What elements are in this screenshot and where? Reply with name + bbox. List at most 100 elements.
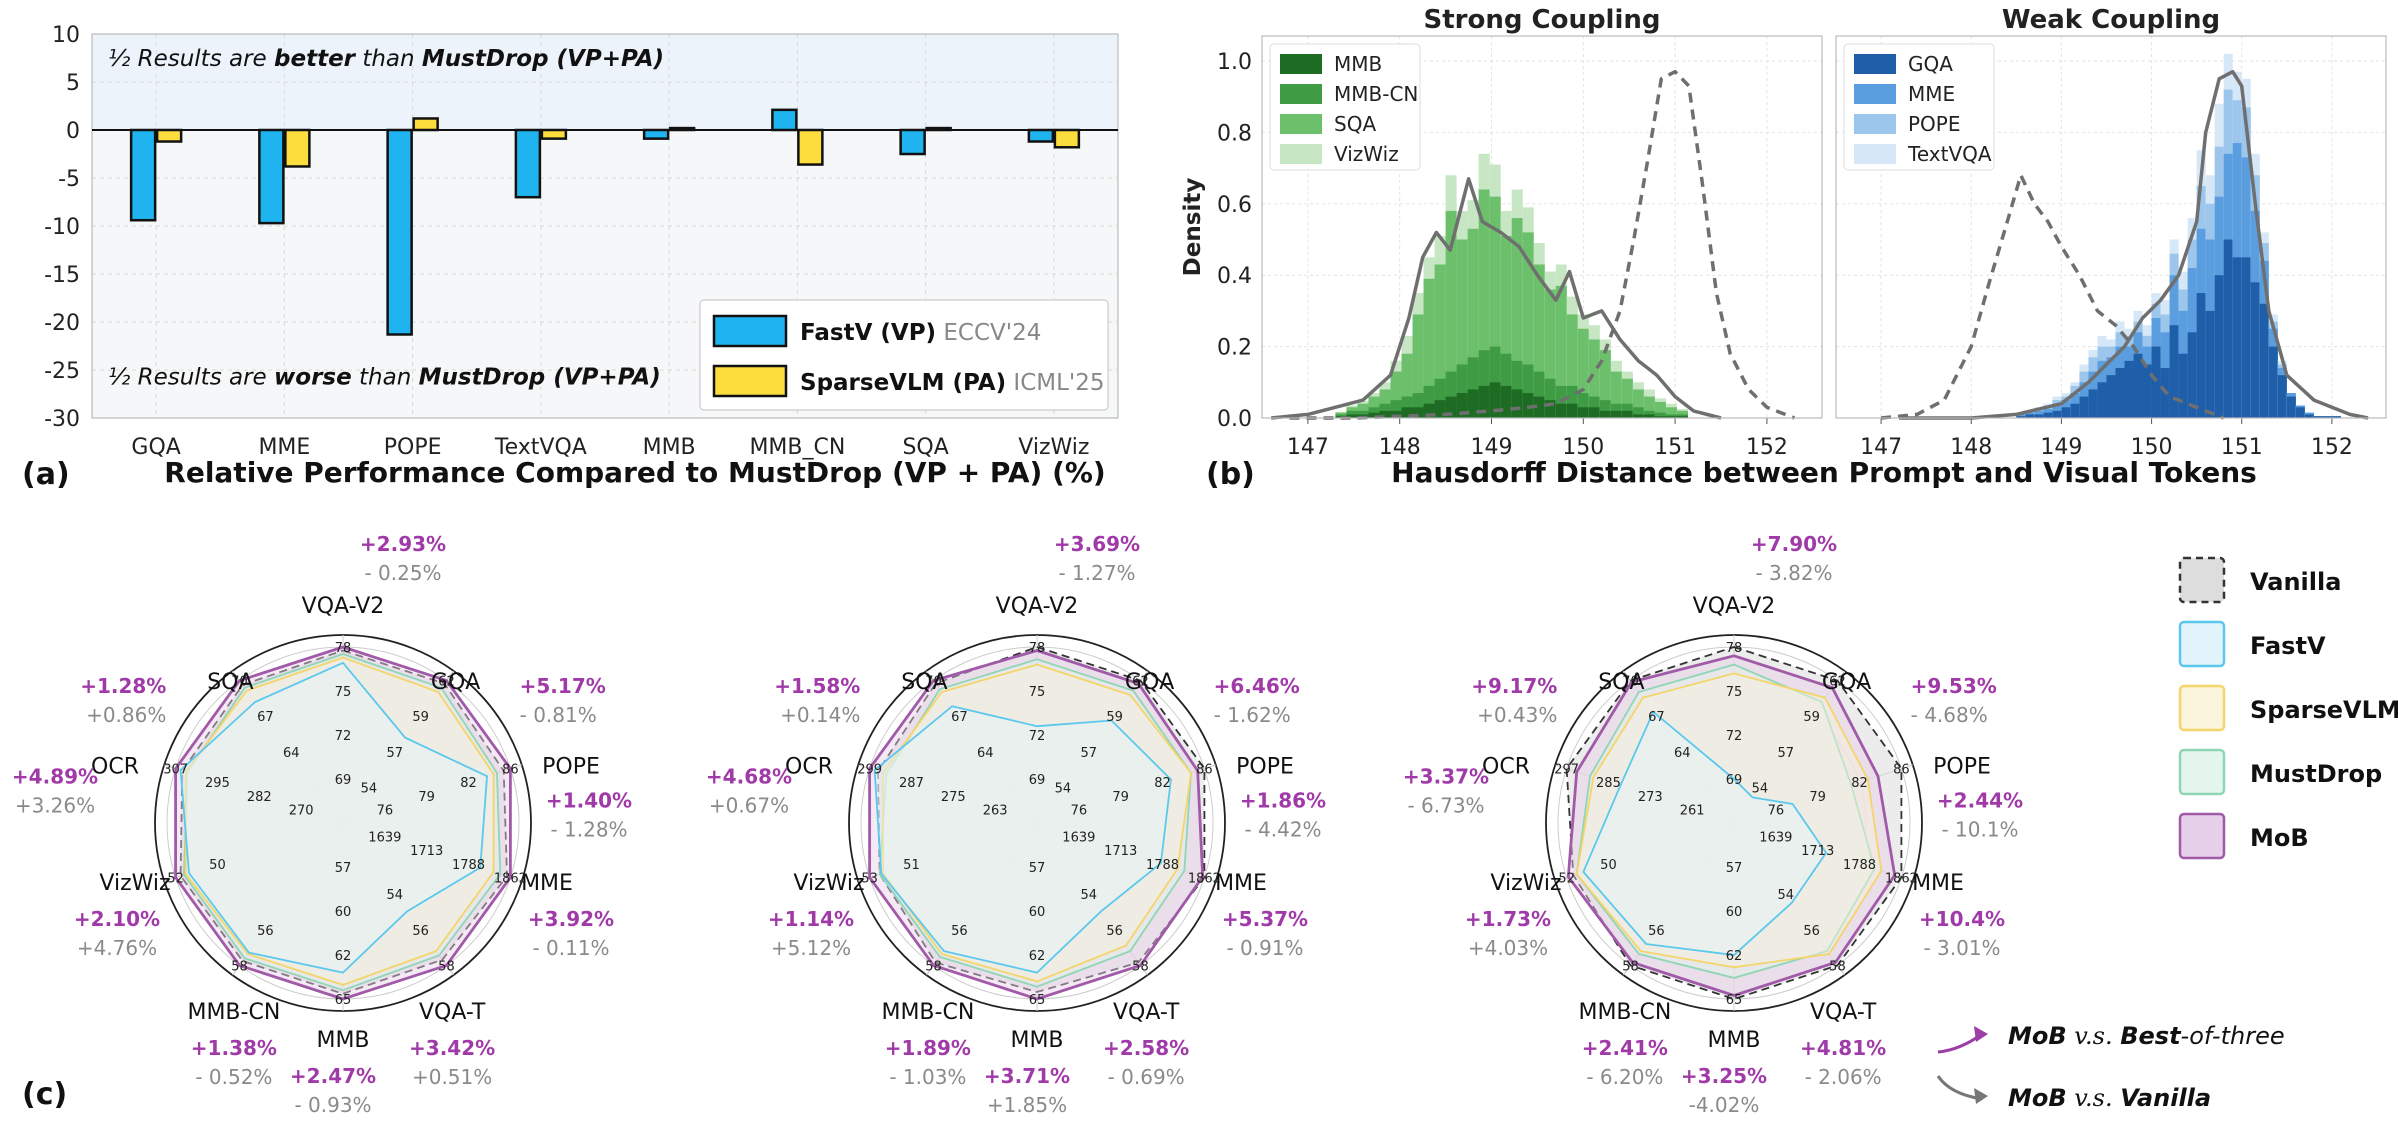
radar-ring-label: 62 [335, 949, 352, 964]
histogram-bar [1522, 232, 1534, 418]
histogram-bar [1643, 414, 1655, 418]
gain-vs-best: +2.41% [1582, 1036, 1668, 1060]
histogram-bar [2070, 403, 2080, 418]
radar-ring-label: 65 [335, 993, 352, 1008]
radar-axis-label: MMB [1010, 1028, 1063, 1053]
gain-vs-vanilla: +0.51% [412, 1065, 492, 1089]
radar-ring-label: 64 [977, 746, 994, 761]
radar-ring-label: 1788 [1146, 858, 1179, 873]
legend-swatch [712, 314, 788, 348]
gain-vs-best: +1.86% [1240, 789, 1326, 813]
histogram-bar [1500, 353, 1512, 418]
gain-vs-vanilla: - 2.06% [1805, 1065, 1882, 1089]
radar-axis-label: VQA-V2 [1693, 594, 1776, 619]
histogram-bar [1533, 396, 1545, 418]
gain-vs-best: +2.10% [74, 907, 160, 931]
histogram-bar [1456, 393, 1468, 418]
gain-vs-best: +9.17% [1471, 674, 1557, 698]
radar-axis-label: MME [1912, 871, 1964, 896]
radar-axis-label: VQA-V2 [996, 594, 1079, 619]
radar-ring-label: 79 [1809, 790, 1826, 805]
histogram-bar [2277, 375, 2287, 418]
text-span: MoB [2008, 1022, 2067, 1050]
panel-label-c: (c) [22, 1077, 67, 1112]
histogram-title: Strong Coupling [1423, 5, 1660, 35]
legend-label: FastV (VP) ECCV'24 [800, 320, 1041, 346]
radar-ring-label: 75 [335, 685, 352, 700]
radar-ring-label: 57 [1029, 861, 1046, 876]
radar-axis-label: VQA-V2 [302, 594, 385, 619]
histogram-bar [1423, 385, 1435, 418]
radar-axis-label: GQA [1822, 670, 1871, 695]
text-span: worse [274, 365, 352, 391]
histogram-bar [2241, 257, 2251, 418]
radar-ring-label: 58 [231, 959, 248, 974]
gain-vs-vanilla: +0.86% [86, 703, 166, 727]
legend-label: MMB [1334, 52, 1382, 76]
gain-vs-vanilla: - 10.1% [1941, 818, 2018, 842]
histogram-bar [1610, 410, 1622, 418]
radar-ring-label: 54 [1080, 888, 1097, 903]
gain-vs-best: +9.53% [1911, 674, 1997, 698]
x-tick-label: 147 [1287, 435, 1329, 460]
gain-vs-vanilla: - 1.62% [1214, 703, 1291, 727]
gain-vs-best: +1.89% [885, 1036, 971, 1060]
legend-box [1843, 43, 1995, 171]
radar-legend-label: Vanilla [2250, 568, 2341, 596]
radar-legend-swatch [2178, 620, 2226, 668]
histogram-bar [1599, 410, 1611, 418]
gain-vs-vanilla: - 1.28% [550, 818, 627, 842]
histogram-bar [1445, 396, 1457, 418]
radar-ring-label: 51 [903, 858, 920, 873]
text-span: than [355, 46, 422, 72]
legend-label: SQA [1334, 112, 1376, 136]
gain-vs-vanilla: +1.85% [987, 1093, 1067, 1117]
x-tick-label: TextVQA [494, 435, 587, 460]
gain-vs-best: +4.81% [1800, 1036, 1886, 1060]
text-span: better [274, 46, 357, 72]
x-axis-title: Relative Performance Compared to MustDro… [164, 456, 1105, 489]
gain-vs-best: +5.17% [520, 674, 606, 698]
histogram-bar [1500, 235, 1512, 418]
gain-vs-best: +2.44% [1937, 789, 2023, 813]
radar-ring-label: 307 [163, 763, 188, 778]
histogram-bar [1478, 350, 1490, 418]
radar-ring-label: 273 [1638, 790, 1663, 805]
text-span: MustDrop (VP+PA) [422, 46, 664, 72]
annotation-bottom: ½ Results are worse than MustDrop (VP+PA… [108, 365, 661, 391]
radar-ring-label: 64 [1674, 746, 1691, 761]
radar-ring-label: 295 [205, 776, 230, 791]
text-span: ICML'25 [1006, 370, 1104, 396]
legend-label: MME [1908, 82, 1955, 106]
histogram-bar [1511, 218, 1523, 418]
histogram-bar [2097, 382, 2107, 418]
radar-polygon-fastv [1582, 710, 1828, 956]
bar [284, 128, 311, 168]
radar-legend-swatch [2178, 684, 2226, 732]
histogram-bar [1379, 389, 1391, 418]
y-tick-label: -30 [44, 407, 80, 432]
y-tick-label: 0.2 [1217, 336, 1252, 361]
y-tick-label: 0.8 [1217, 121, 1252, 146]
histogram-bar [1566, 403, 1578, 418]
histogram-bar [1346, 414, 1358, 418]
histogram-bar [1390, 400, 1402, 418]
gain-vs-best: +3.69% [1054, 532, 1140, 556]
histogram-bar [1632, 414, 1644, 418]
legend-label: TextVQA [1907, 142, 1992, 166]
reference-kde-curve [1289, 69, 1796, 420]
bar [1053, 128, 1081, 149]
plot-frame [1835, 35, 2387, 419]
histogram-bar [1412, 407, 1424, 418]
y-tick-label: 0.6 [1217, 193, 1252, 218]
radar-axis-label: SQA [901, 670, 947, 695]
radar-legend-swatch [2178, 556, 2226, 604]
radar-polygon-sparsevlm [1575, 672, 1883, 969]
radar-axis-label: POPE [1236, 755, 1294, 780]
x-tick-label: 149 [2040, 435, 2082, 460]
radar-axis-label: OCR [1482, 755, 1530, 780]
radar-ring-label: 54 [386, 888, 403, 903]
histogram-bar [1621, 410, 1633, 418]
radar-ring-label: 53 [861, 871, 878, 886]
radar-ring-label: 57 [1726, 861, 1743, 876]
